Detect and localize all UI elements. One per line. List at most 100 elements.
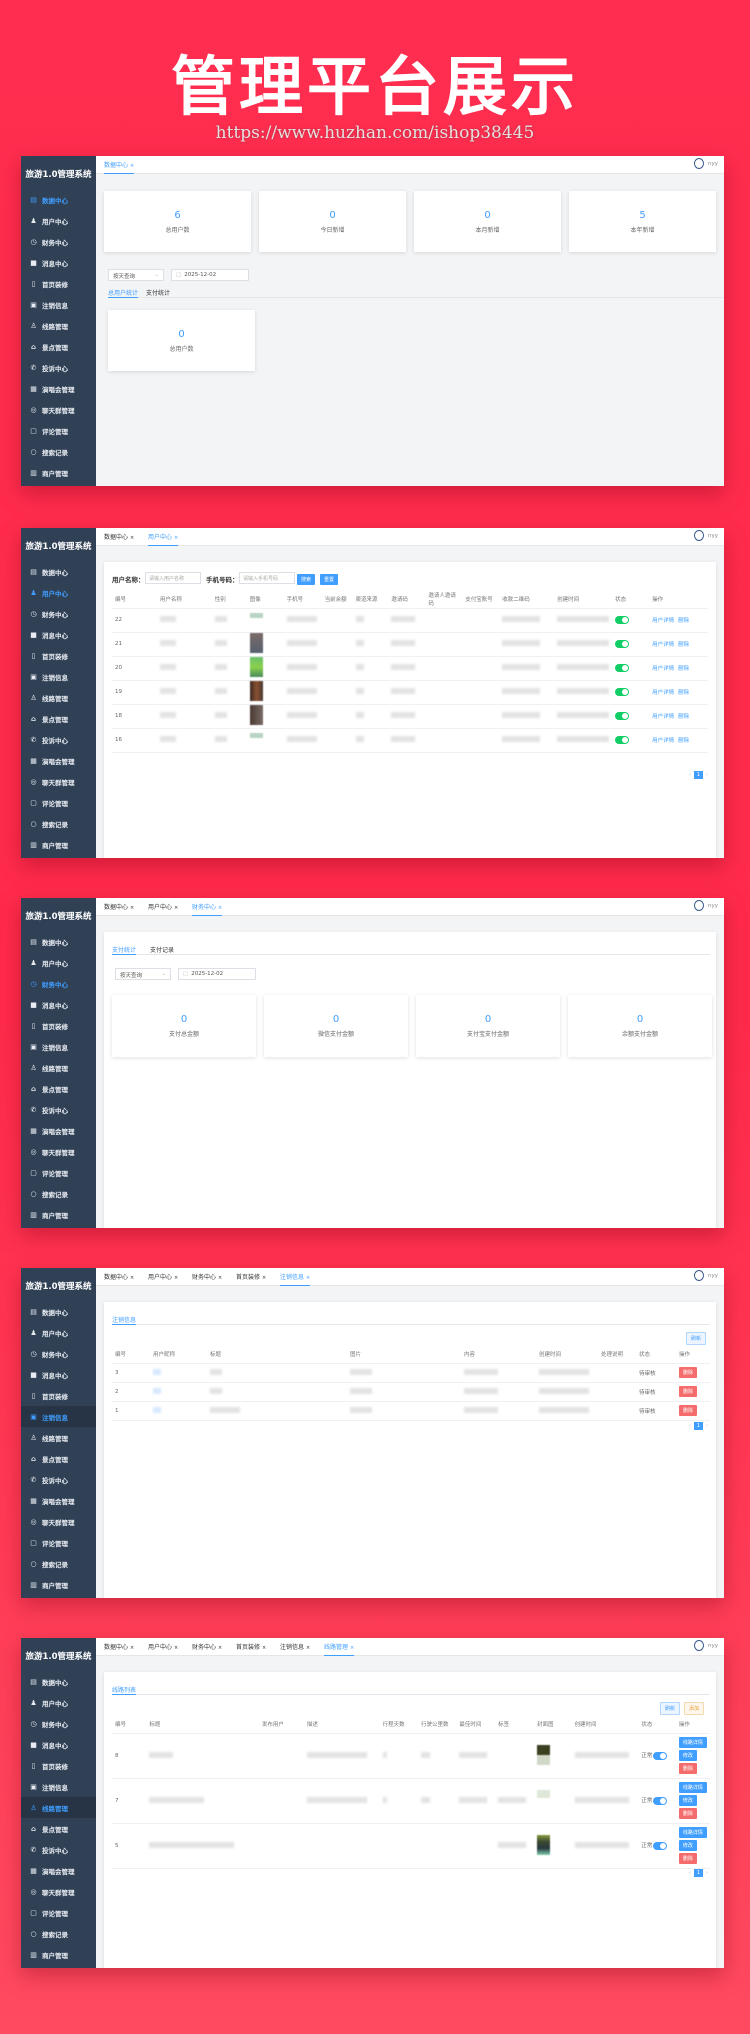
close-icon[interactable]: × — [306, 1645, 311, 1651]
query-type-select[interactable]: 按天查询 ⌄ — [108, 269, 164, 281]
delete-button[interactable]: 删除 — [678, 1808, 697, 1819]
tab-0[interactable]: 数据中心 × — [104, 1642, 134, 1656]
tab-1[interactable]: 用户中心 × — [148, 532, 179, 546]
route-detail-button[interactable]: 线路详情 — [678, 1782, 707, 1793]
sidebar-item-chat-circle[interactable]: ◎ 聊天群管理 — [21, 1511, 96, 1532]
sidebar-item-clock[interactable]: ◷ 财务中心 — [21, 231, 96, 252]
sidebar-item-person-outline[interactable]: ♙ 线路管理 — [21, 1427, 96, 1448]
sidebar-item-clock[interactable]: ◷ 财务中心 — [21, 1343, 96, 1364]
route-detail-button[interactable]: 线路详情 — [678, 1827, 707, 1838]
close-icon[interactable]: × — [218, 1645, 223, 1651]
prev-page-icon[interactable]: ‹ — [688, 1423, 691, 1429]
tab-4[interactable]: 注销信息 × — [280, 1272, 311, 1286]
delete-link[interactable]: 删除 — [678, 666, 690, 672]
edit-button[interactable]: 修改 — [678, 1840, 697, 1851]
sidebar-item-document[interactable]: ▣ 注销信息 — [21, 1406, 96, 1427]
route-detail-button[interactable]: 线路详情 — [678, 1737, 707, 1748]
sidebar-item-user[interactable]: ♟ 用户中心 — [21, 210, 96, 231]
sidebar-item-search[interactable]: ○ 搜索记录 — [21, 1183, 96, 1204]
next-page-icon[interactable]: › — [706, 1423, 708, 1429]
sidebar-item-bell[interactable]: ♠动态管理 — [21, 483, 96, 486]
sidebar-item-bell[interactable]: ♠动态管理 — [21, 855, 96, 858]
status-toggle[interactable] — [653, 1841, 668, 1850]
tab-2[interactable]: 财务中心 × — [192, 1272, 222, 1286]
delete-button[interactable]: 删除 — [679, 1367, 698, 1378]
close-icon[interactable]: × — [174, 1645, 179, 1651]
sidebar-item-clock[interactable]: ◷ 财务中心 — [21, 973, 96, 994]
sidebar-item-phone[interactable]: ▯ 首页装修 — [21, 1755, 96, 1776]
close-icon[interactable]: × — [174, 1275, 179, 1281]
sidebar-item-call[interactable]: ✆ 投诉中心 — [21, 1099, 96, 1120]
date-picker[interactable]: ▢ 2025-12-02 — [171, 269, 249, 281]
tab-4[interactable]: 注销信息 × — [280, 1642, 310, 1656]
sidebar-item-document[interactable]: ▣ 注销信息 — [21, 1776, 96, 1797]
sidebar-item-person-outline[interactable]: ♙ 线路管理 — [21, 1797, 96, 1818]
username-input[interactable]: 请输入用户名称 — [145, 572, 201, 584]
user-menu[interactable]: nyy — [694, 158, 718, 169]
sub-tab-0[interactable]: 注销信息 — [112, 1317, 137, 1325]
tab-0[interactable]: 数据中心 × — [104, 1272, 134, 1286]
sidebar-item-message[interactable]: ■ 消息中心 — [21, 994, 96, 1015]
close-icon[interactable]: × — [174, 535, 179, 541]
close-icon[interactable]: × — [262, 1275, 267, 1281]
sidebar-item-message[interactable]: ■ 消息中心 — [21, 624, 96, 645]
user-detail-link[interactable]: 用户详情 — [652, 738, 675, 744]
sidebar-item-call[interactable]: ✆ 投诉中心 — [21, 357, 96, 378]
user-detail-link[interactable]: 用户详情 — [652, 642, 675, 648]
tab-0[interactable]: 数据中心 × — [104, 902, 134, 916]
sidebar-item-user[interactable]: ♟ 用户中心 — [21, 582, 96, 603]
sidebar-item-person-outline[interactable]: ♙ 线路管理 — [21, 1057, 96, 1078]
sidebar-item-call[interactable]: ✆ 投诉中心 — [21, 1469, 96, 1490]
close-icon[interactable]: × — [174, 905, 179, 911]
refresh-button[interactable]: 刷新 — [659, 1702, 680, 1715]
tab-3[interactable]: 首页装修 × — [236, 1272, 266, 1286]
close-icon[interactable]: × — [218, 1275, 223, 1281]
sidebar-item-chat-circle[interactable]: ◎ 聊天群管理 — [21, 1881, 96, 1902]
close-icon[interactable]: × — [350, 1645, 355, 1651]
sidebar-item-building[interactable]: ▦ 演唱会管理 — [21, 378, 96, 399]
tab-0[interactable]: 数据中心 × — [104, 532, 134, 546]
tab-2[interactable]: 财务中心 × — [192, 902, 223, 916]
close-icon[interactable]: × — [130, 163, 135, 169]
sidebar-item-person-outline[interactable]: ♙ 线路管理 — [21, 687, 96, 708]
tab-1[interactable]: 用户中心 × — [148, 902, 178, 916]
sub-tab-0[interactable]: 线路列表 — [112, 1687, 137, 1695]
sidebar-item-building[interactable]: ▦ 演唱会管理 — [21, 1490, 96, 1511]
query-type-select[interactable]: 按天查询 ⌄ — [115, 968, 171, 980]
sidebar-item-shop[interactable]: ▥ 商户管理 — [21, 834, 96, 855]
sidebar-item-shop[interactable]: ▥ 商户管理 — [21, 462, 96, 483]
sub-tab-1[interactable]: 支付记录 — [150, 947, 175, 954]
sidebar-item-building[interactable]: ▦ 演唱会管理 — [21, 1120, 96, 1141]
delete-button[interactable]: 删除 — [678, 1763, 697, 1774]
page-number[interactable]: 1 — [693, 1869, 703, 1877]
sidebar-item-chat-circle[interactable]: ◎ 聊天群管理 — [21, 771, 96, 792]
tab-0[interactable]: 数据中心 × — [104, 160, 135, 174]
tab-2[interactable]: 财务中心 × — [192, 1642, 222, 1656]
sidebar-item-calendar[interactable]: ▤ 数据中心 — [21, 931, 96, 952]
sidebar-item-shop[interactable]: ▥ 商户管理 — [21, 1574, 96, 1595]
delete-button[interactable]: 删除 — [678, 1853, 697, 1864]
search-button[interactable]: 搜索 — [297, 574, 316, 585]
sidebar-item-message[interactable]: ■ 消息中心 — [21, 252, 96, 273]
delete-button[interactable]: 删除 — [679, 1386, 698, 1397]
sidebar-item-bell[interactable]: ♠动态管理 — [21, 1595, 96, 1598]
phone-input[interactable]: 请输入手机号码 — [239, 572, 295, 584]
avatar[interactable] — [694, 530, 704, 541]
sidebar-item-person-outline[interactable]: ♙ 线路管理 — [21, 315, 96, 336]
user-menu[interactable]: nyy — [694, 530, 718, 541]
close-icon[interactable]: × — [130, 905, 135, 911]
user-detail-link[interactable]: 用户详情 — [652, 690, 675, 696]
sidebar-item-comment[interactable]: ▢ 评论管理 — [21, 792, 96, 813]
status-toggle[interactable] — [653, 1796, 668, 1805]
sidebar-item-comment[interactable]: ▢ 评论管理 — [21, 1532, 96, 1553]
delete-button[interactable]: 删除 — [679, 1405, 698, 1416]
sub-tab-0[interactable]: 支付统计 — [112, 947, 137, 955]
tab-5[interactable]: 线路管理 × — [324, 1642, 355, 1656]
close-icon[interactable]: × — [218, 905, 223, 911]
sidebar-item-clock[interactable]: ◷ 财务中心 — [21, 603, 96, 624]
sidebar-item-bell[interactable]: ♠动态管理 — [21, 1965, 96, 1968]
reset-button[interactable]: 重置 — [320, 574, 339, 585]
user-detail-link[interactable]: 用户详情 — [652, 714, 675, 720]
prev-page-icon[interactable]: ‹ — [688, 1870, 691, 1876]
sidebar-item-phone[interactable]: ▯ 首页装修 — [21, 273, 96, 294]
